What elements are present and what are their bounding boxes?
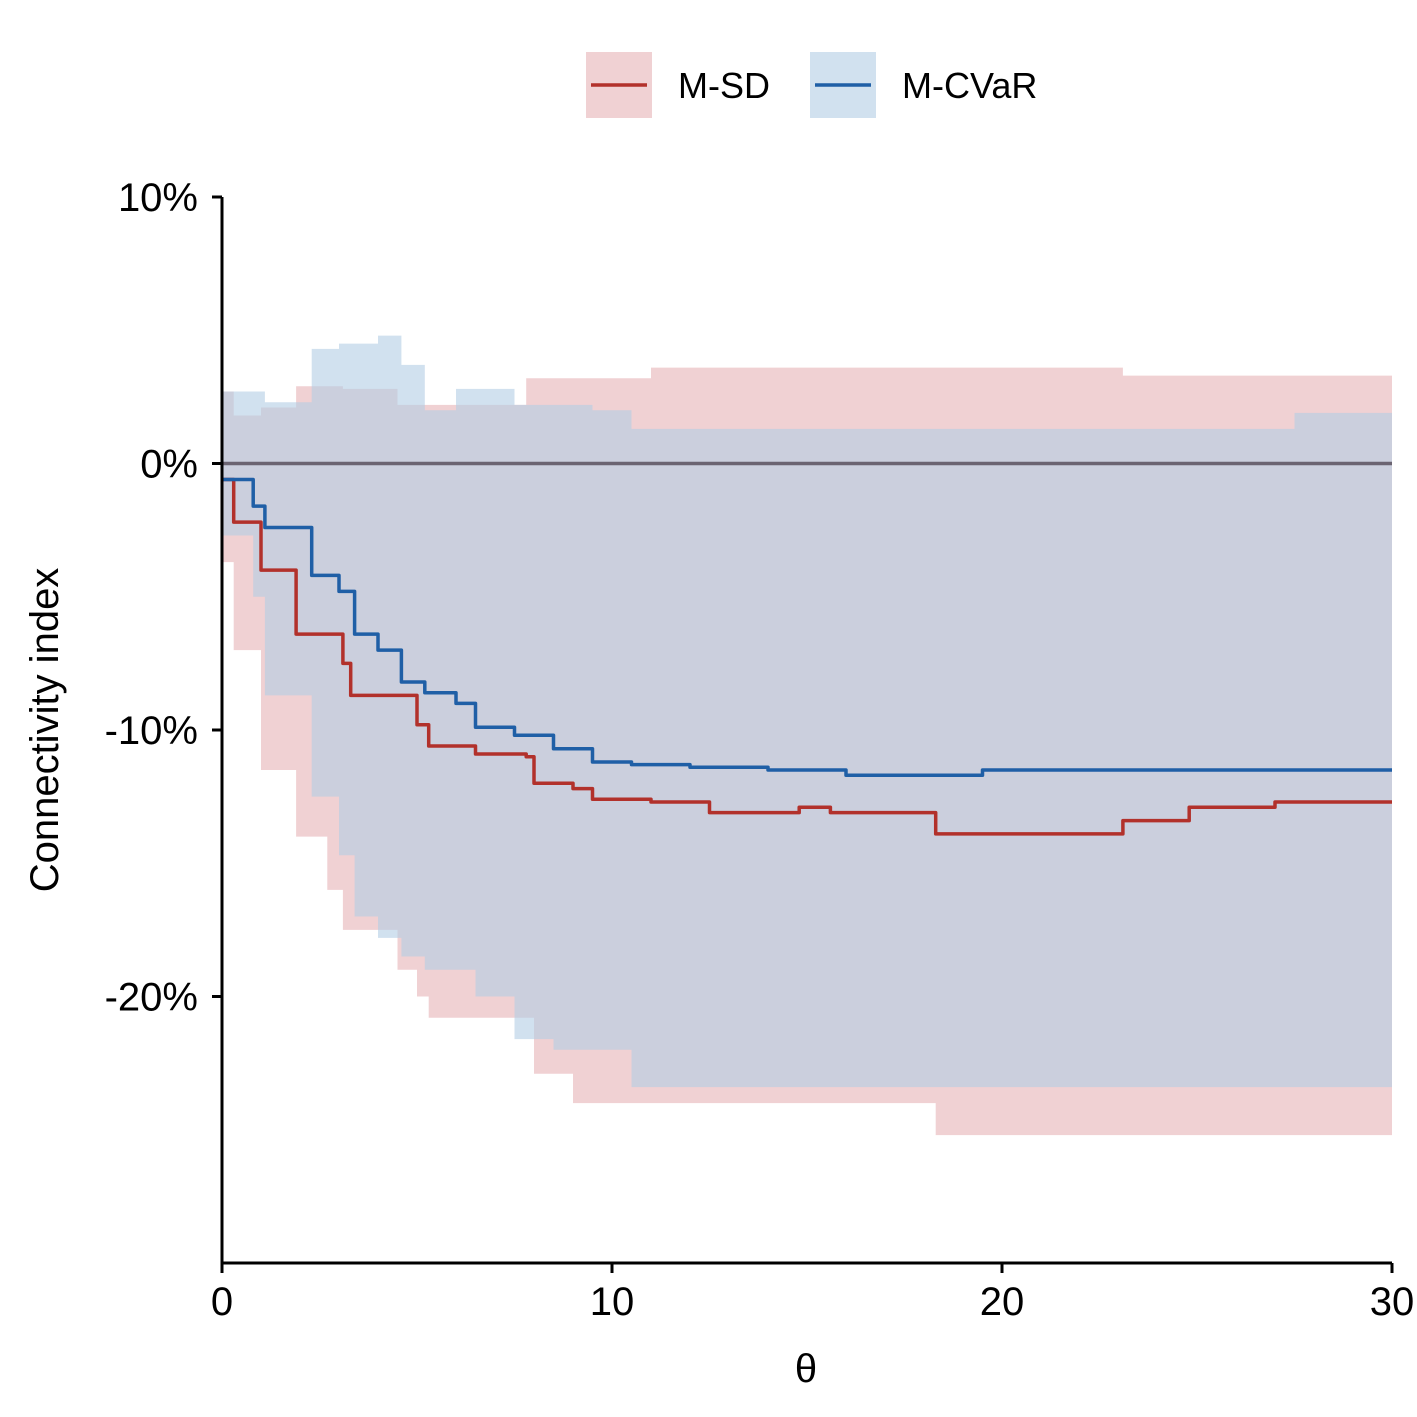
legend: M-SD M-CVaR [586,52,1037,118]
x-tick-label: 20 [980,1280,1025,1324]
line-m-sd [222,477,1392,836]
legend-label: M-CVaR [902,65,1037,106]
x-tick-label: 30 [1370,1280,1415,1324]
x-tick-label: 0 [211,1280,233,1324]
y-tick-label: -10% [105,709,198,753]
legend-item-m-sd: M-SD [586,52,770,118]
band-m-cvar [222,335,1392,1088]
x-axis-title: θ [795,1347,817,1391]
legend-label: M-SD [678,65,770,106]
line-m-cvar [222,477,1392,778]
y-axis-ticks: 10% 0% -10% -20% [105,176,222,1020]
y-tick-label: 0% [140,443,198,487]
series-lines [222,477,1392,836]
x-axis-ticks: 0 10 20 30 [211,1263,1414,1324]
y-axis-title: Connectivity index [23,568,67,893]
legend-item-m-cvar: M-CVaR [810,52,1037,118]
axes: 10% 0% -10% -20% 0 10 20 30 [105,176,1415,1324]
y-tick-label: -20% [105,976,198,1020]
x-tick-label: 10 [590,1280,635,1324]
y-tick-label: 10% [118,176,198,220]
confidence-bands [222,335,1392,1136]
